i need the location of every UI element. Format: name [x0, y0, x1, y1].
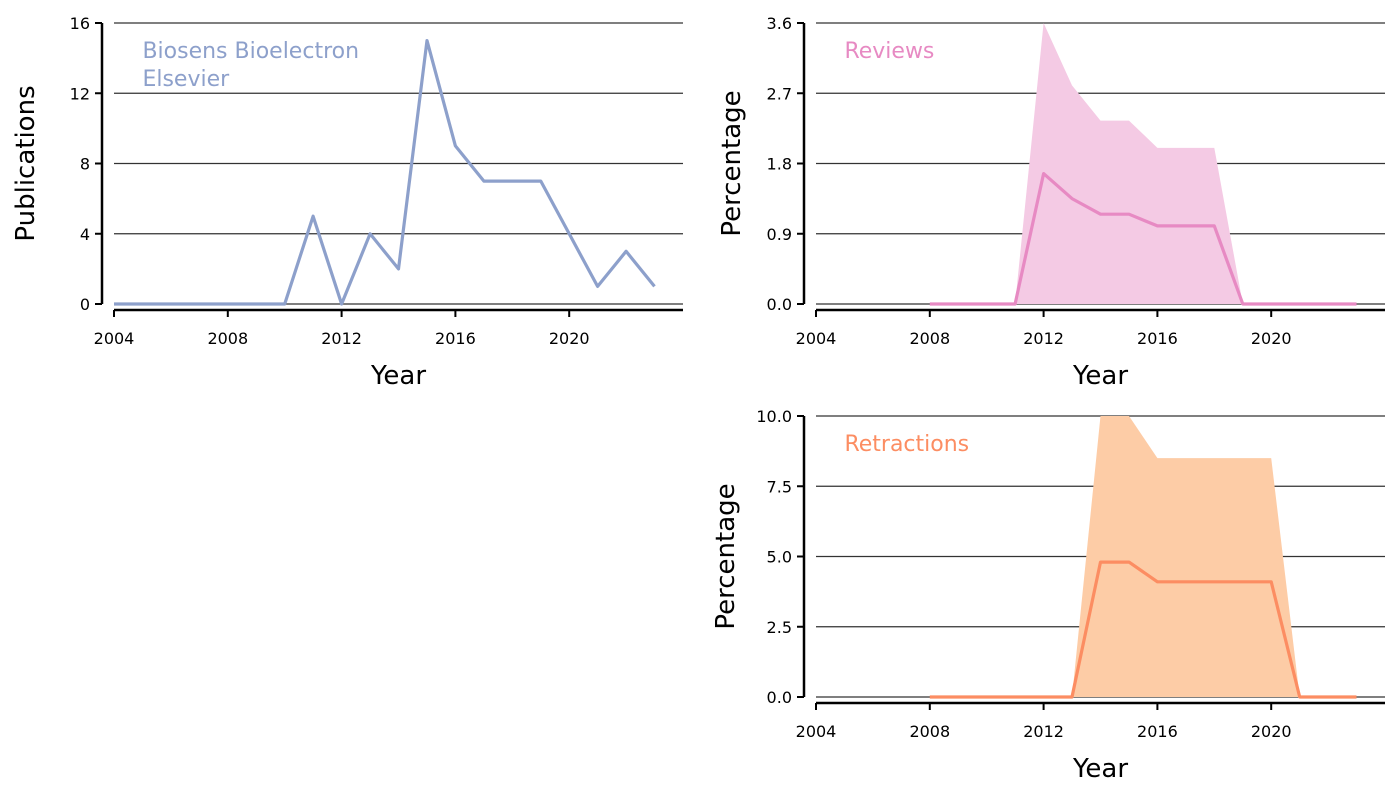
- x-tick-label: 2004: [94, 329, 135, 348]
- y-tick-label: 7.5: [767, 477, 792, 496]
- publications-panel: 0 4 8 12 16 2004 2008 2012 2016 2020 Year Publicati…: [11, 14, 683, 391]
- x-tick-label: 2012: [1023, 329, 1064, 348]
- panel-annotation: Retractions: [844, 432, 969, 457]
- y-tick-label: 2.5: [767, 618, 792, 637]
- x-tick-label: 2020: [549, 329, 590, 348]
- y-axis-label: Publications: [11, 85, 41, 241]
- y-tick-label: 16: [70, 14, 90, 33]
- x-tick-label: 2016: [435, 329, 476, 348]
- reviews-panel: 0.0 0.9 1.8 2.7 3.6 2004 2008 2012 2016 2020 Year P…: [717, 14, 1385, 391]
- y-tick-label: 2.7: [767, 84, 792, 103]
- y-tick-label: 5.0: [767, 548, 792, 567]
- series-line: [114, 38, 656, 306]
- y-tick-label: 0.0: [767, 295, 792, 314]
- y-tick-label: 0: [80, 295, 90, 314]
- x-tick-label: 2004: [796, 329, 837, 348]
- x-axis-label: Year: [1072, 361, 1128, 391]
- y-tick-label: 0.9: [767, 225, 792, 244]
- x-axis-label: Year: [1072, 754, 1128, 784]
- x-tick-label: 2008: [909, 722, 950, 741]
- x-tick-label: 2008: [909, 329, 950, 348]
- x-tick-label: 2016: [1137, 722, 1178, 741]
- x-tick-label: 2008: [207, 329, 248, 348]
- retractions-panel: 0.0 2.5 5.0 7.5 10.0 2004 2008 2012 2016 2020 Year…: [711, 407, 1385, 784]
- x-tick-label: 2020: [1251, 329, 1292, 348]
- y-tick-label: 8: [80, 155, 90, 174]
- y-tick-label: 12: [70, 84, 90, 103]
- x-tick-label: 2012: [321, 329, 362, 348]
- x-axis-label: Year: [370, 361, 426, 391]
- confidence-band: [929, 23, 1357, 304]
- x-tick-label: 2020: [1251, 722, 1292, 741]
- series-line: [929, 172, 1357, 306]
- y-tick-label: 0.0: [767, 688, 792, 707]
- y-tick-label: 1.8: [767, 155, 792, 174]
- x-tick-label: 2016: [1137, 329, 1178, 348]
- y-axis-label: Percentage: [717, 90, 747, 236]
- x-tick-label: 2004: [796, 722, 837, 741]
- y-tick-label: 10.0: [756, 407, 792, 426]
- panel-annotation: Biosens Bioelectron: [142, 39, 359, 64]
- x-tick-label: 2012: [1023, 722, 1064, 741]
- y-tick-label: 4: [80, 225, 90, 244]
- y-axis-label: Percentage: [711, 483, 741, 629]
- panel-annotation: Reviews: [844, 39, 934, 64]
- series-line: [929, 560, 1357, 699]
- confidence-band: [929, 416, 1357, 697]
- y-tick-label: 3.6: [767, 14, 792, 33]
- panel-annotation: Elsevier: [142, 67, 230, 92]
